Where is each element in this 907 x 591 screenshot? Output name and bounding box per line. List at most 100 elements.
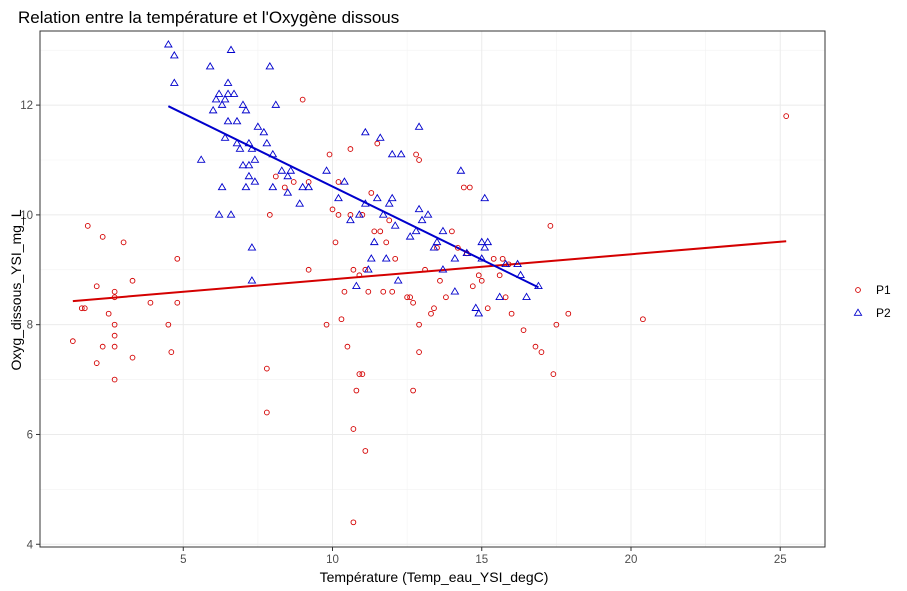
point-p1	[266, 212, 273, 218]
point-p2	[169, 78, 179, 86]
point-p2	[411, 226, 421, 235]
point-p2	[217, 182, 227, 191]
point-p2	[480, 193, 490, 202]
point-p1	[490, 255, 497, 262]
point-p2	[438, 226, 448, 235]
point-p1	[437, 277, 443, 284]
point-p2	[217, 100, 227, 108]
point-p1	[78, 305, 85, 312]
x-axis: 5 10 15 20 25	[180, 547, 787, 566]
point-p1	[93, 283, 100, 290]
point-p2	[393, 276, 403, 284]
point-p1	[120, 239, 127, 246]
point-p2	[363, 265, 373, 273]
legend: P1 P2	[853, 283, 891, 320]
point-p2	[169, 51, 179, 59]
point-p2	[414, 204, 424, 213]
point-p2	[360, 199, 370, 207]
point-p1	[422, 266, 428, 273]
point-p2	[462, 248, 472, 257]
point-p2	[522, 292, 531, 300]
point-p2	[432, 237, 442, 246]
point-p1	[431, 305, 437, 312]
point-p2	[423, 210, 433, 218]
plot-border	[39, 30, 826, 548]
point-p2	[250, 177, 260, 185]
legend-key-p2	[853, 308, 863, 316]
point-p2	[387, 149, 397, 158]
point-p1	[323, 321, 330, 328]
point-p2	[438, 265, 448, 273]
point-p1	[281, 184, 288, 191]
point-p1	[111, 343, 118, 350]
point-p1	[99, 343, 106, 350]
point-p2	[208, 105, 218, 114]
point-p1	[99, 234, 106, 240]
x-tick-label: 10	[326, 554, 339, 566]
point-p1	[84, 223, 91, 229]
point-p1	[332, 239, 339, 246]
point-p1	[341, 288, 348, 295]
point-p1	[353, 387, 360, 394]
point-p2	[387, 193, 397, 202]
chart-title: Relation entre la température et l'Oxygè…	[18, 8, 399, 27]
point-p2	[369, 237, 379, 246]
point-p2	[226, 45, 236, 53]
point-p1	[174, 299, 181, 306]
point-p2	[474, 309, 484, 317]
point-p1	[129, 354, 136, 361]
point-p1	[443, 294, 449, 301]
trend-line-p2	[167, 105, 539, 289]
point-p1	[499, 255, 506, 262]
point-p2	[253, 122, 263, 130]
point-p1	[428, 310, 434, 317]
point-p1	[263, 365, 270, 372]
point-p2	[232, 116, 242, 125]
y-tick-label: 10	[20, 210, 33, 222]
point-p2	[250, 155, 260, 163]
point-p2	[238, 100, 248, 108]
point-p2	[220, 94, 230, 103]
point-p1	[368, 190, 375, 196]
point-p1	[111, 376, 118, 383]
point-p1	[374, 140, 381, 147]
point-p2	[477, 254, 487, 262]
point-p2	[351, 281, 361, 289]
x-tick-label: 15	[475, 554, 488, 566]
point-p1	[350, 519, 357, 526]
point-p2	[429, 243, 439, 251]
point-p1	[386, 217, 393, 224]
point-p1	[111, 321, 118, 328]
point-p1	[93, 360, 100, 366]
point-p2	[405, 232, 415, 240]
point-p1	[371, 228, 378, 235]
point-p1	[389, 288, 396, 295]
point-p2	[271, 100, 281, 108]
point-p2	[163, 40, 173, 48]
point-p1	[299, 96, 306, 103]
point-p2	[277, 166, 287, 174]
point-p2	[295, 199, 305, 207]
plot-panel	[40, 31, 825, 547]
point-p1	[147, 299, 154, 306]
point-p1	[455, 244, 461, 251]
point-p1	[365, 288, 372, 295]
point-p1	[496, 272, 503, 279]
point-p2	[450, 287, 460, 295]
point-p2	[226, 210, 236, 218]
legend-key-p1	[855, 287, 861, 293]
point-p1	[392, 255, 399, 262]
point-p2	[456, 166, 466, 174]
point-p2	[223, 78, 233, 86]
point-p2	[244, 171, 254, 180]
x-axis-title: Température (Temp_eau_YSI_degC)	[320, 569, 549, 585]
point-p1	[380, 288, 387, 295]
point-p2	[220, 133, 230, 141]
point-p2	[366, 254, 376, 262]
point-p2	[196, 155, 206, 163]
point-p1	[326, 151, 333, 158]
point-p2	[501, 259, 511, 268]
point-p2	[223, 89, 233, 97]
point-p1	[475, 272, 482, 279]
point-p1	[111, 332, 118, 339]
